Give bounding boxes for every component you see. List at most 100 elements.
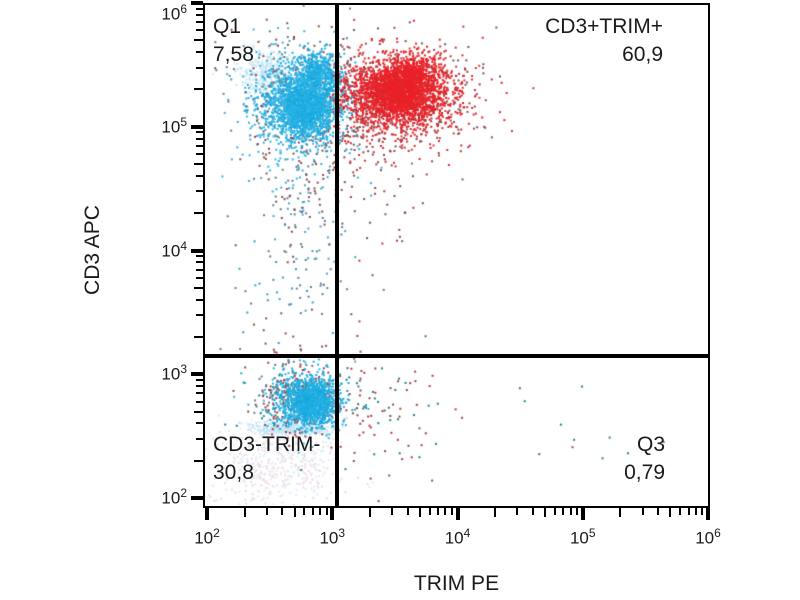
x-minor-tick	[418, 508, 421, 517]
quadrant-bottom-left-name: CD3-TRIM-	[213, 433, 321, 456]
y-minor-tick	[196, 190, 203, 193]
y-major-tick-10e6	[191, 1, 203, 5]
x-minor-tick	[450, 508, 453, 515]
x-tick-label-10e3: 103	[319, 526, 346, 548]
y-minor-tick	[196, 255, 203, 258]
quadrant-top-right-name: CD3+TRIM+	[545, 15, 663, 38]
y-minor-tick	[196, 276, 203, 279]
y-minor-tick	[196, 400, 203, 403]
y-minor-tick	[194, 212, 203, 215]
y-tick-label-10e5: 105	[161, 114, 187, 137]
y-minor-tick	[196, 385, 203, 388]
y-minor-tick	[194, 88, 203, 91]
y-major-tick-10e4	[191, 248, 203, 253]
y-minor-tick	[196, 137, 203, 140]
quadrant-top-right-value: 60,9	[622, 43, 663, 66]
y-tick-label-10e2: 102	[161, 486, 187, 508]
x-minor-tick	[679, 508, 682, 515]
quadrant-bottom-left-value: 30,8	[213, 461, 254, 484]
x-minor-tick	[325, 508, 328, 515]
y-major-tick-10e5	[191, 124, 203, 129]
x-tick-label-10e2: 102	[194, 526, 220, 548]
y-minor-tick	[196, 13, 203, 16]
x-major-tick-10e2	[205, 508, 209, 520]
x-minor-tick	[687, 508, 690, 515]
y-minor-tick	[196, 378, 203, 381]
x-minor-tick	[544, 508, 547, 517]
x-minor-tick	[281, 508, 284, 515]
x-minor-tick	[576, 508, 579, 515]
x-minor-tick	[657, 508, 660, 515]
x-tick-label-10e6: 106	[695, 526, 721, 548]
x-minor-tick	[641, 508, 644, 515]
quadrant-label-top-left: Q1 7,58	[213, 13, 254, 69]
y-minor-tick	[196, 66, 203, 69]
x-major-tick-10e5	[580, 508, 585, 520]
y-minor-tick	[196, 298, 203, 301]
x-major-tick-10e4	[455, 508, 460, 520]
y-minor-tick	[196, 392, 203, 395]
x-minor-tick	[391, 508, 393, 515]
y-minor-tick	[194, 459, 203, 462]
y-major-tick-10e2	[191, 496, 203, 500]
y-tick-label-10e6: 106	[161, 2, 187, 24]
quadrant-gate-horizontal-line	[203, 354, 710, 359]
x-minor-tick	[406, 508, 409, 515]
quadrant-gate-vertical-line	[335, 3, 340, 508]
quadrant-top-left-name: Q1	[213, 15, 242, 38]
x-tick-label-10e4: 104	[444, 526, 471, 548]
y-minor-tick	[196, 174, 203, 177]
y-minor-tick	[196, 422, 203, 425]
x-minor-tick	[669, 508, 672, 517]
quadrant-label-top-right: CD3+TRIM+ 60,9	[545, 13, 663, 69]
x-minor-tick	[293, 508, 296, 517]
x-minor-tick	[303, 508, 306, 515]
x-minor-tick	[368, 508, 371, 517]
x-minor-tick	[553, 508, 556, 515]
x-major-tick-10e3	[330, 508, 335, 520]
x-minor-tick	[319, 508, 322, 515]
y-minor-tick	[196, 29, 203, 32]
x-minor-tick	[444, 508, 447, 515]
y-minor-tick	[196, 314, 203, 317]
x-axis-title: TRIM PE	[413, 572, 500, 595]
quadrant-label-bottom-left: CD3-TRIM- 30,8	[213, 431, 320, 487]
x-tick-label-10e5: 105	[569, 526, 596, 548]
quadrant-bottom-right-value: 0,79	[624, 461, 665, 484]
x-minor-tick	[694, 508, 697, 515]
x-minor-tick	[516, 508, 519, 515]
plot-area: Q1 7,58 CD3+TRIM+ 60,9 CD3-TRIM- 30,8 Q3…	[203, 3, 710, 508]
y-major-tick-10e3	[191, 372, 203, 377]
x-major-tick-10e6	[706, 508, 710, 520]
x-minor-tick	[531, 508, 534, 515]
y-minor-tick	[196, 21, 203, 24]
x-minor-tick	[428, 508, 431, 515]
x-minor-tick	[311, 508, 314, 515]
y-minor-tick	[196, 261, 203, 264]
y-minor-tick	[194, 163, 203, 165]
y-minor-tick	[194, 39, 203, 42]
y-minor-tick	[196, 51, 203, 54]
x-minor-tick	[619, 508, 622, 517]
y-minor-tick	[196, 268, 203, 271]
x-minor-tick	[494, 508, 497, 517]
y-axis-title: CD3 APC	[81, 205, 104, 295]
x-minor-tick	[701, 508, 704, 515]
quadrant-label-bottom-right: Q3 0,79	[624, 431, 665, 487]
y-tick-label-10e4: 104	[161, 238, 187, 261]
y-minor-tick	[196, 153, 203, 156]
y-minor-tick	[196, 7, 203, 10]
y-minor-tick	[194, 286, 203, 289]
x-minor-tick	[437, 508, 440, 515]
x-minor-tick	[569, 508, 572, 515]
x-minor-tick	[243, 508, 246, 517]
y-minor-tick	[194, 335, 203, 338]
x-minor-tick	[265, 508, 268, 515]
y-minor-tick	[196, 131, 203, 134]
quadrant-bottom-right-name: Q3	[636, 433, 665, 456]
scatter-dots-canvas	[203, 3, 710, 508]
y-minor-tick	[196, 144, 203, 147]
y-minor-tick	[196, 437, 203, 440]
y-minor-tick	[194, 410, 203, 413]
